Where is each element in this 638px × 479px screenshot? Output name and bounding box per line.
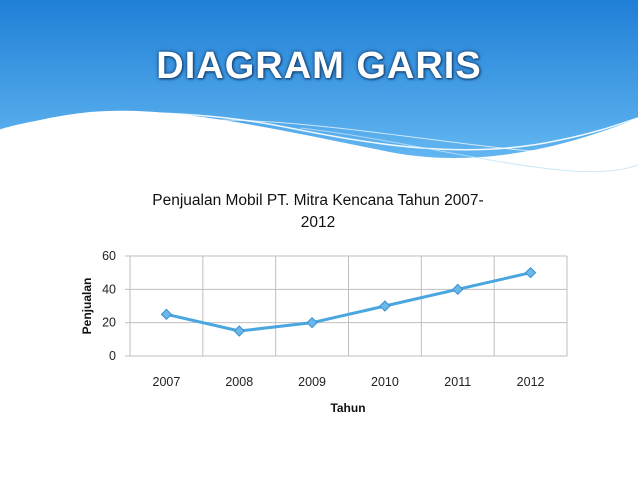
x-tick-label: 2010 [371, 375, 399, 389]
y-tick-label: 60 [102, 249, 116, 263]
series-layer [160, 266, 537, 337]
series-line [166, 271, 531, 333]
data-point-marker [233, 325, 245, 337]
y-tick-label: 40 [102, 282, 116, 296]
x-tick-label: 2012 [517, 375, 545, 389]
axis-layer: 0 20 40 60 2007 2008 2009 2010 2011 2012 [102, 249, 544, 389]
data-point-marker [524, 266, 537, 279]
data-point-marker [306, 316, 318, 329]
y-axis-label: Penjualan [80, 278, 94, 335]
data-point-marker [452, 283, 464, 296]
chart-title-line-1: Penjualan Mobil PT. Mitra Kencana Tahun … [152, 192, 484, 209]
data-point-marker [379, 300, 391, 312]
slide-title: DIAGRAM GARIS [156, 45, 482, 87]
header-background [0, 0, 638, 159]
x-tick-label: 2007 [153, 375, 181, 389]
y-tick-label: 0 [109, 349, 116, 363]
header-banner [0, 0, 638, 173]
header-swoosh-3 [299, 127, 638, 173]
header-swoosh-1 [0, 112, 638, 151]
x-axis-label: Tahun [330, 401, 365, 415]
x-tick-label: 2009 [298, 375, 326, 389]
y-tick-label: 20 [102, 316, 116, 330]
x-tick-label: 2011 [444, 375, 471, 389]
header-swoosh-2 [199, 119, 638, 153]
x-tick-label: 2008 [225, 375, 253, 389]
grid-layer [129, 255, 568, 357]
chart-title-line-2: 2012 [300, 214, 336, 231]
data-point-marker [160, 308, 173, 321]
chart-title: Penjualan Mobil PT. Mitra Kencana Tahun … [118, 190, 518, 234]
